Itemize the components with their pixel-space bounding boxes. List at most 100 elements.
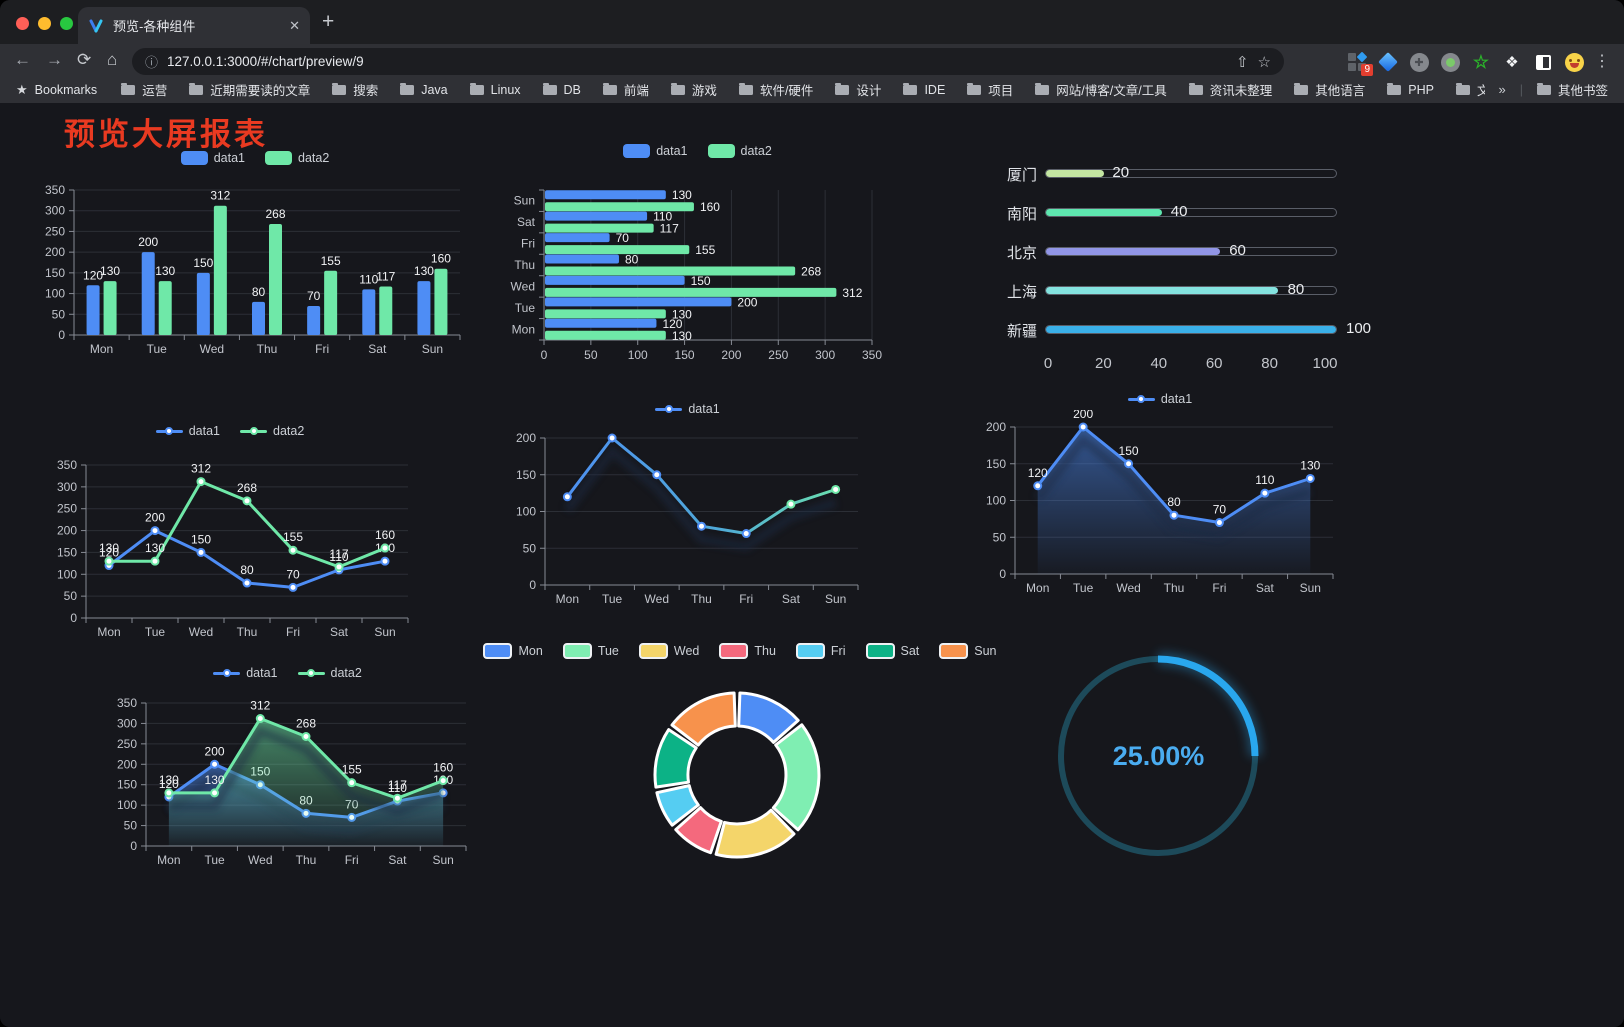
address-bar[interactable]: ⓘ 127.0.0.1:3000/#/chart/preview/9 ⇧ ☆ (132, 48, 1284, 75)
bookmark-folder-item[interactable]: 运营 (121, 80, 167, 99)
bookmark-folder-item[interactable]: 游戏 (670, 80, 717, 99)
legend-item-data1[interactable]: data1 (623, 144, 688, 158)
legend-item-Wed[interactable]: Wed (638, 643, 699, 659)
progress-track (1045, 325, 1337, 334)
svg-text:110: 110 (329, 550, 348, 564)
progress-row-北京[interactable]: 北京 60 (985, 240, 1385, 264)
progress-row-南阳[interactable]: 南阳 40 (985, 201, 1385, 225)
svg-text:Thu: Thu (1164, 581, 1185, 595)
browser-menu-icon[interactable]: ⋮ (1594, 53, 1610, 70)
chart-gradient-line[interactable]: data1 0 50 100 150 200 Mon Tue Wed Thu Fri Sat Sun (505, 398, 870, 618)
bookmark-folder-item[interactable]: IDE (903, 80, 945, 99)
legend-item-data1[interactable]: data1 (213, 666, 278, 680)
close-window-button[interactable] (16, 17, 29, 30)
svg-text:200: 200 (721, 348, 741, 362)
bookmark-folder-item[interactable]: 网站/博客/文章/工具 (1035, 80, 1167, 99)
bookmark-folder-item[interactable]: 文件服务器 (1455, 80, 1485, 99)
bookmark-folder-item[interactable]: 软件/硬件 (738, 80, 813, 99)
sidebar-extension-icon[interactable] (1533, 52, 1553, 72)
bookmark-folder-label: 运营 (142, 84, 168, 98)
legend-item-data1[interactable]: data1 (180, 151, 245, 165)
progress-row-新疆[interactable]: 新疆 100 (985, 318, 1385, 342)
bookmark-folder-item[interactable]: 项目 (967, 80, 1013, 99)
forward-icon[interactable]: → (46, 50, 63, 69)
chart-horizontal-bar[interactable]: data1 data2 0 50 100 150 200 250 300 350 Mon 120 130… (500, 140, 895, 366)
progress-row-上海[interactable]: 上海 80 (985, 279, 1385, 303)
emoji-extension-icon[interactable] (1564, 52, 1584, 72)
bookmarks-star-icon: ★ (16, 81, 28, 97)
back-icon[interactable]: ← (14, 50, 31, 69)
progress-row-厦门[interactable]: 厦门 20 (985, 162, 1385, 186)
chart-legend: Mon Tue Wed Thu Fri Sat Sun (483, 640, 997, 662)
other-bookmarks-folder[interactable]: 其他书签 (1536, 80, 1608, 99)
legend-item-Fri[interactable]: Fri (795, 643, 846, 659)
legend-item-data1[interactable]: data1 (655, 402, 720, 416)
svg-text:80: 80 (252, 285, 266, 299)
legend-item-Tue[interactable]: Tue (562, 643, 619, 659)
svg-text:160: 160 (375, 528, 395, 542)
bookmarks-overflow-icon[interactable]: » (1498, 82, 1506, 97)
legend-item-data1[interactable]: data1 (1127, 392, 1192, 406)
bookmark-page-icon[interactable]: ☆ (1257, 53, 1271, 71)
legend-item-Thu[interactable]: Thu (719, 643, 776, 659)
bookmark-folder-item[interactable]: 近期需要读的文章 (189, 80, 310, 99)
svg-text:300: 300 (117, 716, 137, 730)
svg-text:Sat: Sat (517, 215, 536, 229)
progress-value: 60 (1229, 242, 1246, 259)
chart-blue-area[interactable]: data1 0 50 100 150 200 Mon Tue Wed Thu Fri Sat Sun 12… (975, 388, 1345, 600)
legend-label: data2 (298, 151, 330, 165)
url-text[interactable]: 127.0.0.1:3000/#/chart/preview/9 (167, 54, 364, 69)
svg-text:250: 250 (45, 224, 65, 238)
bookmark-folder-item[interactable]: Linux (469, 80, 521, 99)
reload-icon[interactable]: ⟳ (77, 50, 92, 69)
tab-close-icon[interactable]: ✕ (289, 17, 300, 33)
bookmark-folder-item[interactable]: 其他语言 (1294, 80, 1365, 99)
legend-item-data2[interactable]: data2 (297, 666, 362, 680)
puzzle-extensions-icon[interactable]: ❖ (1505, 54, 1519, 71)
bookmark-folder-item[interactable]: 资讯未整理 (1188, 80, 1272, 99)
legend-item-Mon[interactable]: Mon (483, 643, 543, 659)
bookmark-folder-item[interactable]: 前端 (602, 80, 649, 99)
svg-text:250: 250 (768, 348, 788, 362)
new-tab-button[interactable]: + (322, 10, 335, 33)
legend-item-data1[interactable]: data1 (155, 424, 220, 438)
home-icon[interactable]: ⌂ (107, 50, 118, 69)
chart-donut[interactable]: Mon Tue Wed Thu Fri Sat Sun (483, 640, 997, 894)
chart-grouped-bar[interactable]: data1 data2 0 50 100 150 200 250 300 350 Mon Tue Wed… (30, 147, 480, 369)
chart-two-line[interactable]: data1 data2 0 50 100 150 200 250 300 350 Mon Tue Wed… (40, 420, 420, 648)
bookmark-folder-item[interactable]: PHP (1387, 80, 1434, 99)
bookmark-folder-item[interactable]: Java (400, 80, 448, 99)
bookmark-folder-item[interactable]: 搜索 (332, 80, 378, 99)
legend-item-data2[interactable]: data2 (265, 151, 329, 165)
legend-item-Sat[interactable]: Sat (865, 643, 919, 659)
svg-text:200: 200 (45, 245, 65, 259)
legend-item-Sun[interactable]: Sun (939, 643, 997, 659)
legend-item-data2[interactable]: data2 (707, 144, 772, 158)
dot-extension-icon[interactable] (1440, 52, 1460, 72)
bookmark-folder-item[interactable]: DB (542, 80, 581, 99)
chart-two-area[interactable]: data1 data2 0 50 100 150 200 250 300 350 Mon Tue Wed… (100, 662, 475, 892)
svg-text:100: 100 (117, 798, 137, 812)
share-icon[interactable]: ⇧ (1235, 53, 1249, 71)
legend-item-data2[interactable]: data2 (240, 424, 304, 438)
svg-text:Sun: Sun (374, 625, 395, 639)
chart-gauge[interactable]: 25.00% (1040, 638, 1277, 875)
svg-text:Thu: Thu (296, 853, 317, 867)
browser-tab[interactable]: 预览-各种组件 ✕ (78, 7, 310, 44)
chart-city-progress[interactable]: 厦门 20 南阳 40 北京 60 上海 80 新疆 100 0 20 40 60 80 100 (985, 150, 1385, 385)
svg-text:200: 200 (516, 431, 536, 445)
zoom-window-button[interactable] (60, 17, 73, 30)
svg-text:70: 70 (307, 289, 321, 303)
star-extension-icon[interactable]: ☆ (1472, 51, 1490, 72)
minimize-window-button[interactable] (38, 17, 51, 30)
bookmarks-manager-item[interactable]: ★ Bookmarks (16, 82, 97, 98)
bookmark-folder-item[interactable]: 设计 (835, 80, 881, 99)
site-info-icon[interactable]: ⓘ (145, 55, 159, 70)
svg-text:Mon: Mon (1026, 581, 1049, 595)
gem-extension-icon[interactable] (1378, 52, 1398, 72)
chart-legend: data1 (975, 388, 1345, 410)
wheel-extension-icon[interactable]: ✚ (1409, 52, 1429, 72)
grid-extension-icon[interactable]: 9 (1347, 51, 1373, 76)
svg-text:80: 80 (625, 253, 639, 267)
